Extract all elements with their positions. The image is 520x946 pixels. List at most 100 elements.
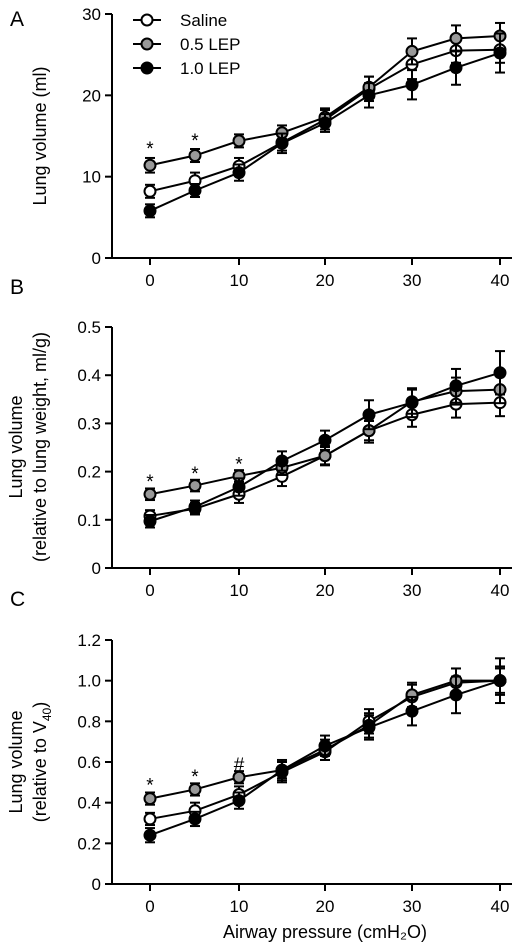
- panel-a-y-tick-label: 20: [82, 86, 101, 105]
- panel-b-point-1-0-lep: [362, 408, 376, 422]
- panel-b-y-tick-label: 0.4: [77, 366, 101, 385]
- panel-c-ylabel-line1: Lung volume: [6, 710, 26, 813]
- legend-label-0-5-lep: 0.5 LEP: [180, 35, 241, 54]
- panel-b-x-tick-label: 30: [403, 581, 422, 600]
- panel-a-x-tick-label: 20: [316, 271, 335, 290]
- panel-c-point-1-0-lep: [143, 828, 157, 842]
- panel-a-x-tick-label: 30: [403, 271, 422, 290]
- panel-a-point-1-0-lep: [493, 46, 507, 60]
- panel-a-series-1-0-lep: [143, 32, 507, 219]
- panel-b-y-tick-label: 0.1: [77, 511, 101, 530]
- panel-b-point-1-0-lep: [232, 480, 246, 494]
- panel-c-point-0-5-lep: [188, 782, 202, 796]
- panel-a-point-0-5-lep: [232, 134, 246, 148]
- panel-b-y-tick-label: 0.2: [77, 463, 101, 482]
- legend-marker-0-5-lep: [140, 37, 154, 51]
- panel-c-point-1-0-lep: [449, 688, 463, 702]
- panel-c-significance-mark: *: [146, 775, 154, 796]
- panel-c-x-tick-label: 40: [491, 897, 510, 916]
- panel-a-x-tick-label: 0: [145, 271, 154, 290]
- panel-a-point-0-5-lep: [405, 44, 419, 58]
- panel-b-point-0-5-lep: [188, 479, 202, 493]
- panel-b-series-1-0-lep: [143, 350, 507, 529]
- panel-c-point-1-0-lep: [188, 812, 202, 826]
- panel-c-point-1-0-lep: [493, 674, 507, 688]
- panel-c-y-tick-label: 1.2: [77, 631, 101, 650]
- legend-marker-1-0-lep: [140, 61, 154, 75]
- panel-c: C Lung volume (relative to V40) 00.20.40…: [6, 588, 512, 916]
- panel-a-point-1-0-lep: [405, 78, 419, 92]
- panel-a-point-1-0-lep: [362, 88, 376, 102]
- panel-c-x-tick-label: 10: [230, 897, 249, 916]
- panel-c-significance-mark: #: [234, 755, 245, 776]
- panel-a-point-1-0-lep: [275, 136, 289, 150]
- panel-b-point-0-5-lep: [143, 487, 157, 501]
- legend-label-saline: Saline: [180, 11, 227, 30]
- panel-b-y-tick-label: 0.5: [77, 318, 101, 337]
- panel-b-ylabel-line2: (relative to lung weight, ml/g): [30, 332, 50, 562]
- panel-b-x-tick-label: 10: [230, 581, 249, 600]
- panel-b-point-1-0-lep: [405, 396, 419, 410]
- panel-b-ylabel-line1: Lung volume: [6, 395, 26, 498]
- legend: Saline 0.5 LEP 1.0 LEP: [133, 11, 241, 78]
- panel-label-a: A: [10, 8, 24, 31]
- panel-a-significance-mark: *: [191, 131, 199, 152]
- panel-b-y-tick-label: 0: [92, 559, 101, 578]
- panel-a-y-tick-label: 10: [82, 168, 101, 187]
- panel-a-x-tick-label: 40: [491, 271, 510, 290]
- panel-a-point-1-0-lep: [188, 183, 202, 197]
- panel-a-y-tick-label: 0: [92, 249, 101, 268]
- panel-c-series-1-0-lep: [143, 657, 507, 844]
- panel-a-series-0-5-lep-line: [149, 34, 501, 167]
- panel-c-ylabel-line2-main: (relative to V: [30, 721, 50, 822]
- panel-b-significance-mark: *: [235, 454, 243, 475]
- panel-b-point-1-0-lep: [493, 366, 507, 380]
- panel-b-x-tick-label: 40: [491, 581, 510, 600]
- panel-c-ylabel-close: ): [30, 702, 50, 708]
- legend-marker-saline: [140, 13, 154, 27]
- panel-b-point-1-0-lep: [188, 500, 202, 514]
- panel-c-y-tick-label: 0.4: [77, 794, 101, 813]
- panel-c-point-1-0-lep: [275, 763, 289, 777]
- panel-b-point-1-0-lep: [143, 514, 157, 528]
- panel-c-point-1-0-lep: [362, 720, 376, 734]
- panel-a-ylabel: Lung volume (ml): [30, 66, 50, 205]
- panel-b-point-1-0-lep: [318, 433, 332, 447]
- panel-c-ylabel-line2: (relative to V40): [30, 702, 54, 822]
- panel-c-y-tick-label: 0.2: [77, 834, 101, 853]
- panel-b-point-1-0-lep: [449, 379, 463, 393]
- panel-c-ylabel-subscript: 40: [40, 707, 54, 721]
- panel-a-point-1-0-lep: [318, 116, 332, 130]
- panel-c-x-tick-label: 20: [316, 897, 335, 916]
- panel-c-y-tick-label: 0: [92, 875, 101, 894]
- panel-b-significance-mark: *: [146, 472, 154, 493]
- panel-a-point-0-5-lep: [188, 149, 202, 163]
- panel-c-x-tick-label: 30: [403, 897, 422, 916]
- panel-b-x-tick-label: 0: [145, 581, 154, 600]
- panel-c-significance-mark: *: [191, 767, 199, 788]
- panel-c-x-tick-label: 0: [145, 897, 154, 916]
- panel-b-significance-mark: *: [191, 464, 199, 485]
- panel-a-y-tick-label: 30: [82, 5, 101, 24]
- panel-label-b: B: [10, 276, 24, 299]
- panel-c-point-1-0-lep: [318, 739, 332, 753]
- panel-c-y-tick-label: 1.0: [77, 672, 101, 691]
- panel-c-point-0-5-lep: [143, 792, 157, 806]
- panel-a-point-1-0-lep: [449, 61, 463, 75]
- panel-c-point-1-0-lep: [232, 794, 246, 808]
- x-axis-label: Airway pressure (cmH₂O): [223, 922, 427, 942]
- panel-a-point-0-5-lep: [143, 158, 157, 172]
- panel-label-c: C: [10, 588, 25, 611]
- legend-label-1-0-lep: 1.0 LEP: [180, 59, 241, 78]
- panel-a: A Lung volume (ml) 0 10 20 30 0 10 20 30 40 * *: [10, 5, 512, 290]
- panel-b-point-0-5-lep: [318, 449, 332, 463]
- panel-c-y-tick-label: 0.8: [77, 712, 101, 731]
- panel-c-point-0-5-lep: [232, 770, 246, 784]
- panel-b-y-tick-label: 0.3: [77, 414, 101, 433]
- panel-c-point-saline: [143, 812, 157, 826]
- panel-a-x-tick-label: 10: [230, 271, 249, 290]
- panel-a-point-0-5-lep: [449, 31, 463, 45]
- panel-a-point-1-0-lep: [232, 166, 246, 180]
- panel-a-point-saline: [143, 184, 157, 198]
